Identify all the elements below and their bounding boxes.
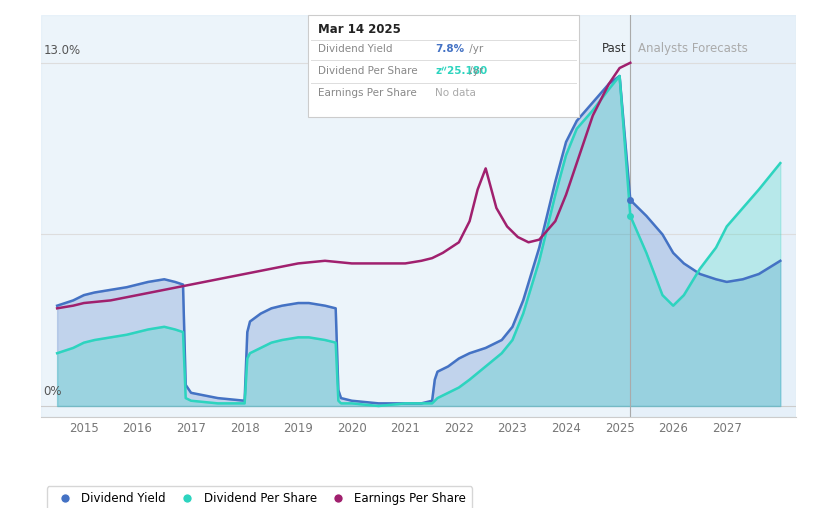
Text: 7.8%: 7.8% xyxy=(435,44,464,54)
Text: zᐥ25.180: zᐥ25.180 xyxy=(435,66,488,76)
Text: Analysts Forecasts: Analysts Forecasts xyxy=(639,42,748,55)
Text: Earnings Per Share: Earnings Per Share xyxy=(318,88,416,99)
Text: /yr: /yr xyxy=(466,44,484,54)
Bar xyxy=(631,15,796,417)
Text: /yr: /yr xyxy=(466,66,484,76)
Text: 0%: 0% xyxy=(44,385,62,398)
Text: Past: Past xyxy=(602,42,626,55)
Text: Mar 14 2025: Mar 14 2025 xyxy=(318,23,401,36)
Text: No data: No data xyxy=(435,88,476,99)
Text: 13.0%: 13.0% xyxy=(44,45,80,57)
Text: Dividend Yield: Dividend Yield xyxy=(318,44,392,54)
Text: Dividend Per Share: Dividend Per Share xyxy=(318,66,417,76)
Legend: Dividend Yield, Dividend Per Share, Earnings Per Share: Dividend Yield, Dividend Per Share, Earn… xyxy=(47,486,472,508)
